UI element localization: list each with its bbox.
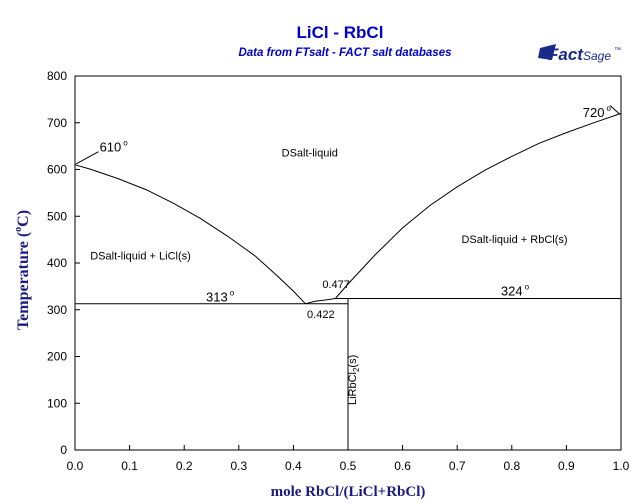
x-tick-label: 0.9 — [558, 459, 575, 473]
factsage-logo: Fact Sage ™ — [538, 44, 621, 64]
label-610: 610 o — [100, 139, 129, 155]
x-tick-label: 0.0 — [67, 459, 84, 473]
label-0477: 0.477 — [322, 279, 350, 291]
phase-boundaries — [74, 105, 622, 450]
x-tick-label: 0.5 — [340, 459, 357, 473]
chart-title: LiCl - RbCl — [297, 23, 384, 42]
point-annotations: 610 o 720 o 313 o 324 o 0.477 0.422 — [100, 104, 612, 321]
y-tick-label: 700 — [47, 116, 67, 130]
factsage-logo-suffix: Sage — [583, 49, 611, 63]
x-tick-label: 0.4 — [285, 459, 302, 473]
region-liquid-licl: DSalt-liquid + LiCl(s) — [90, 250, 191, 262]
x-tick-label: 0.2 — [176, 459, 193, 473]
liquidus-rbcl — [335, 112, 622, 299]
label-720: 720 o — [583, 104, 612, 120]
chart-subtitle: Data from FTsalt - FACT salt databases — [238, 47, 451, 59]
region-labels: DSalt-liquid DSalt-liquid + LiCl(s) DSalt-… — [90, 147, 567, 262]
y-tick-label: 400 — [47, 256, 67, 270]
y-tick-label: 600 — [47, 163, 67, 177]
x-tick-label: 0.8 — [503, 459, 520, 473]
y-tick-label: 100 — [47, 396, 67, 410]
y-tick-label: 300 — [47, 303, 67, 317]
factsage-logo-brand: Fact — [548, 45, 584, 64]
label-324: 324 o — [501, 283, 530, 299]
label-0422: 0.422 — [307, 309, 335, 321]
x-axis-ticks: 0.0 0.1 0.2 0.3 0.4 0.5 0.6 0.7 0.8 0.9 1.0 — [67, 445, 630, 473]
x-tick-label: 0.1 — [121, 459, 138, 473]
y-tick-label: 500 — [47, 209, 67, 223]
liquidus-licl — [74, 164, 306, 305]
label-313: 313 o — [206, 288, 235, 304]
x-tick-label: 0.7 — [449, 459, 466, 473]
factsage-logo-mark — [538, 44, 556, 60]
y-tick-label: 0 — [60, 443, 67, 457]
factsage-logo-tm: ™ — [614, 47, 621, 54]
leader-610 — [75, 151, 99, 165]
x-tick-label: 0.6 — [394, 459, 411, 473]
liquidus-peritectic — [305, 298, 336, 305]
y-tick-label: 800 — [47, 69, 67, 83]
y-axis-ticks: 0 100 200 300 400 500 600 700 800 — [47, 69, 80, 457]
y-tick-label: 200 — [47, 350, 67, 364]
x-tick-label: 1.0 — [613, 459, 630, 473]
y-axis-label: Temperature (oC) — [13, 210, 32, 330]
x-axis-label: mole RbCl/(LiCl+RbCl) — [271, 484, 426, 500]
compound-label: LiRbCl2(s) — [347, 355, 361, 405]
leader-720 — [609, 105, 621, 115]
region-liquid-rbcl: DSalt-liquid + RbCl(s) — [461, 234, 567, 246]
region-liquid: DSalt-liquid — [282, 147, 338, 159]
x-tick-label: 0.3 — [230, 459, 247, 473]
